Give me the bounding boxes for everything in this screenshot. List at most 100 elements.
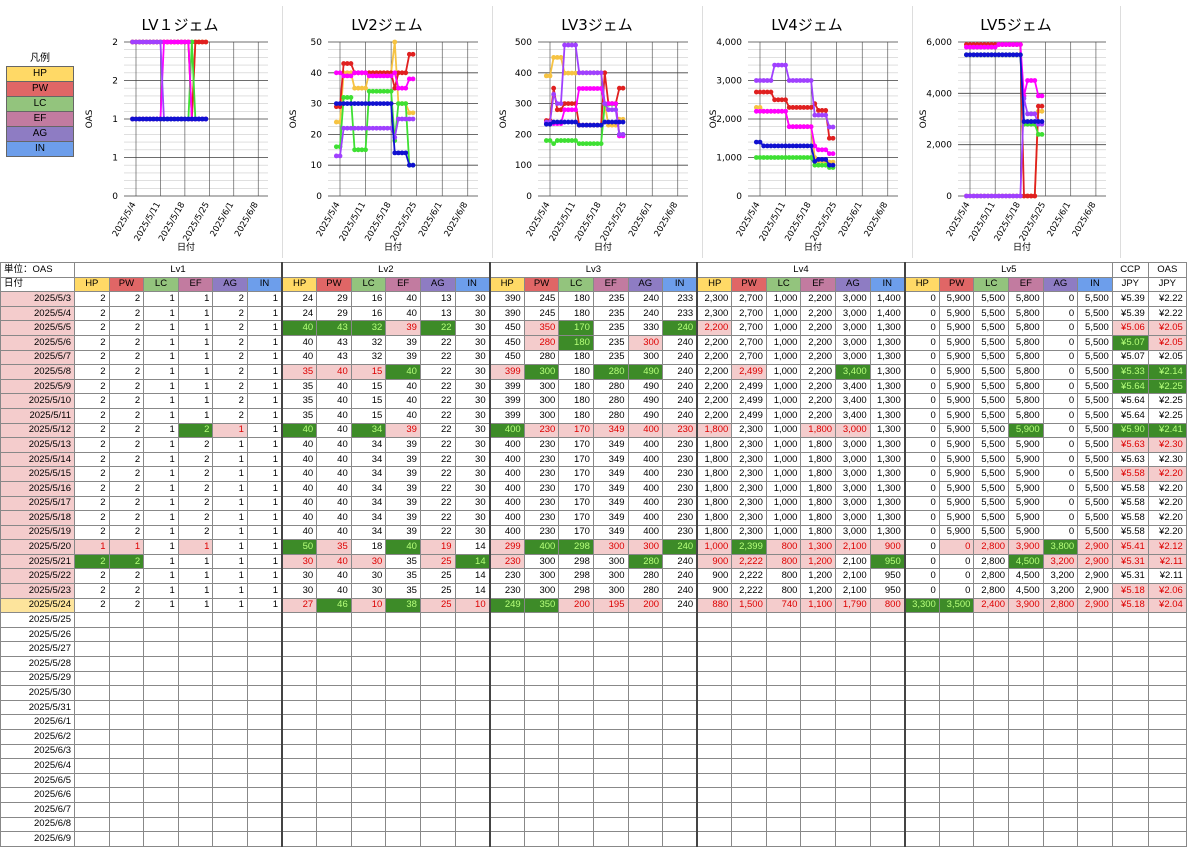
data-cell[interactable]: 230 — [662, 510, 698, 526]
data-cell[interactable]: 3,000 — [835, 349, 871, 366]
data-cell[interactable] — [385, 670, 421, 687]
data-cell[interactable]: 900 — [696, 553, 733, 570]
data-cell[interactable] — [385, 816, 421, 833]
data-cell[interactable] — [1042, 626, 1079, 643]
data-cell[interactable] — [765, 626, 802, 643]
data-cell[interactable]: 2 — [212, 334, 248, 351]
data-cell[interactable] — [488, 772, 525, 789]
data-cell[interactable]: 0 — [938, 583, 975, 599]
data-cell[interactable] — [177, 699, 214, 716]
data-cell[interactable] — [1042, 699, 1079, 716]
data-cell[interactable] — [143, 714, 179, 730]
data-cell[interactable] — [454, 685, 491, 701]
data-cell[interactable]: 35 — [281, 378, 318, 395]
data-cell[interactable]: 40 — [316, 495, 352, 512]
data-cell[interactable] — [800, 685, 837, 701]
data-cell[interactable]: 280 — [523, 349, 560, 366]
data-cell[interactable] — [1042, 685, 1079, 701]
data-cell[interactable] — [938, 626, 975, 643]
data-cell[interactable] — [765, 612, 802, 628]
data-cell[interactable]: 0 — [1042, 378, 1079, 395]
data-cell[interactable]: 170 — [558, 524, 594, 541]
col-header-lc[interactable]: LC — [350, 276, 387, 293]
data-cell[interactable]: 0 — [1042, 334, 1079, 351]
data-cell[interactable] — [1008, 656, 1044, 672]
data-cell[interactable] — [212, 743, 248, 760]
data-cell[interactable] — [592, 626, 629, 643]
data-cell[interactable] — [488, 729, 525, 745]
data-cell[interactable]: 25 — [419, 583, 456, 599]
data-cell[interactable]: 2 — [177, 495, 214, 512]
data-cell[interactable]: ¥2.06 — [1147, 583, 1187, 599]
row-date[interactable]: 2025/5/25 — [0, 612, 75, 628]
data-cell[interactable]: 2 — [108, 305, 145, 322]
data-cell[interactable] — [523, 670, 560, 687]
data-cell[interactable]: 230 — [523, 480, 560, 497]
data-cell[interactable]: 390 — [488, 291, 525, 307]
data-cell[interactable] — [558, 787, 594, 803]
data-cell[interactable]: 3,200 — [1042, 583, 1079, 599]
row-date[interactable]: 2025/5/7 — [0, 349, 75, 366]
data-cell[interactable]: 0 — [1042, 495, 1079, 512]
data-cell[interactable]: 5,900 — [938, 451, 975, 468]
data-cell[interactable] — [454, 758, 491, 774]
data-cell[interactable]: 0 — [903, 349, 940, 366]
data-cell[interactable] — [350, 670, 387, 687]
data-cell[interactable]: 1,000 — [765, 364, 802, 380]
data-cell[interactable]: 240 — [662, 393, 698, 409]
data-cell[interactable]: 2,300 — [731, 422, 767, 439]
data-cell[interactable] — [419, 816, 456, 833]
data-cell[interactable]: 22 — [419, 378, 456, 395]
data-cell[interactable]: 30 — [454, 510, 491, 526]
data-cell[interactable] — [903, 656, 940, 672]
data-cell[interactable]: 3,000 — [835, 320, 871, 336]
data-cell[interactable] — [316, 787, 352, 803]
data-cell[interactable] — [419, 729, 456, 745]
data-cell[interactable] — [627, 743, 664, 760]
col-header-in[interactable]: IN — [1077, 276, 1113, 293]
data-cell[interactable] — [419, 670, 456, 687]
data-cell[interactable] — [1008, 714, 1044, 730]
data-cell[interactable] — [177, 801, 214, 818]
data-cell[interactable]: 2,100 — [835, 553, 871, 570]
data-cell[interactable]: 2,700 — [731, 320, 767, 336]
data-cell[interactable] — [869, 670, 906, 687]
data-cell[interactable]: 1 — [246, 451, 283, 468]
data-cell[interactable]: 950 — [869, 553, 906, 570]
data-cell[interactable]: 2,200 — [800, 320, 837, 336]
col-header-ef[interactable]: EF — [385, 276, 421, 293]
data-cell[interactable]: ¥5.58 — [1111, 524, 1149, 541]
data-cell[interactable]: 5,800 — [1008, 305, 1044, 322]
data-cell[interactable]: ¥5.18 — [1111, 597, 1149, 614]
data-cell[interactable]: 5,900 — [938, 320, 975, 336]
col-header-lc[interactable]: LC — [143, 276, 179, 293]
data-cell[interactable]: 2,200 — [696, 378, 733, 395]
data-cell[interactable]: 240 — [662, 583, 698, 599]
data-cell[interactable]: 0 — [903, 291, 940, 307]
data-cell[interactable]: 40 — [281, 320, 318, 336]
data-cell[interactable] — [592, 641, 629, 658]
data-cell[interactable]: 5,500 — [1077, 495, 1113, 512]
data-cell[interactable]: 2 — [108, 524, 145, 541]
data-cell[interactable] — [1042, 758, 1079, 774]
data-cell[interactable]: 1 — [246, 466, 283, 482]
data-cell[interactable] — [696, 612, 733, 628]
data-cell[interactable]: 2,900 — [1077, 597, 1113, 614]
data-cell[interactable] — [938, 656, 975, 672]
data-cell[interactable] — [74, 612, 110, 628]
data-cell[interactable]: 40 — [281, 466, 318, 482]
data-cell[interactable]: 24 — [281, 291, 318, 307]
data-cell[interactable] — [800, 787, 837, 803]
data-cell[interactable] — [143, 612, 179, 628]
data-cell[interactable]: 2,499 — [731, 407, 767, 424]
data-cell[interactable]: 5,500 — [1077, 305, 1113, 322]
data-cell[interactable]: 5,500 — [1077, 364, 1113, 380]
data-cell[interactable]: 15 — [350, 393, 387, 409]
data-cell[interactable] — [869, 626, 906, 643]
data-cell[interactable]: 39 — [385, 422, 421, 439]
data-cell[interactable] — [1077, 831, 1113, 847]
data-cell[interactable]: 280 — [592, 364, 629, 380]
data-cell[interactable]: 1 — [246, 437, 283, 453]
data-cell[interactable]: ¥2.14 — [1147, 364, 1187, 380]
data-cell[interactable]: 1,300 — [869, 437, 906, 453]
